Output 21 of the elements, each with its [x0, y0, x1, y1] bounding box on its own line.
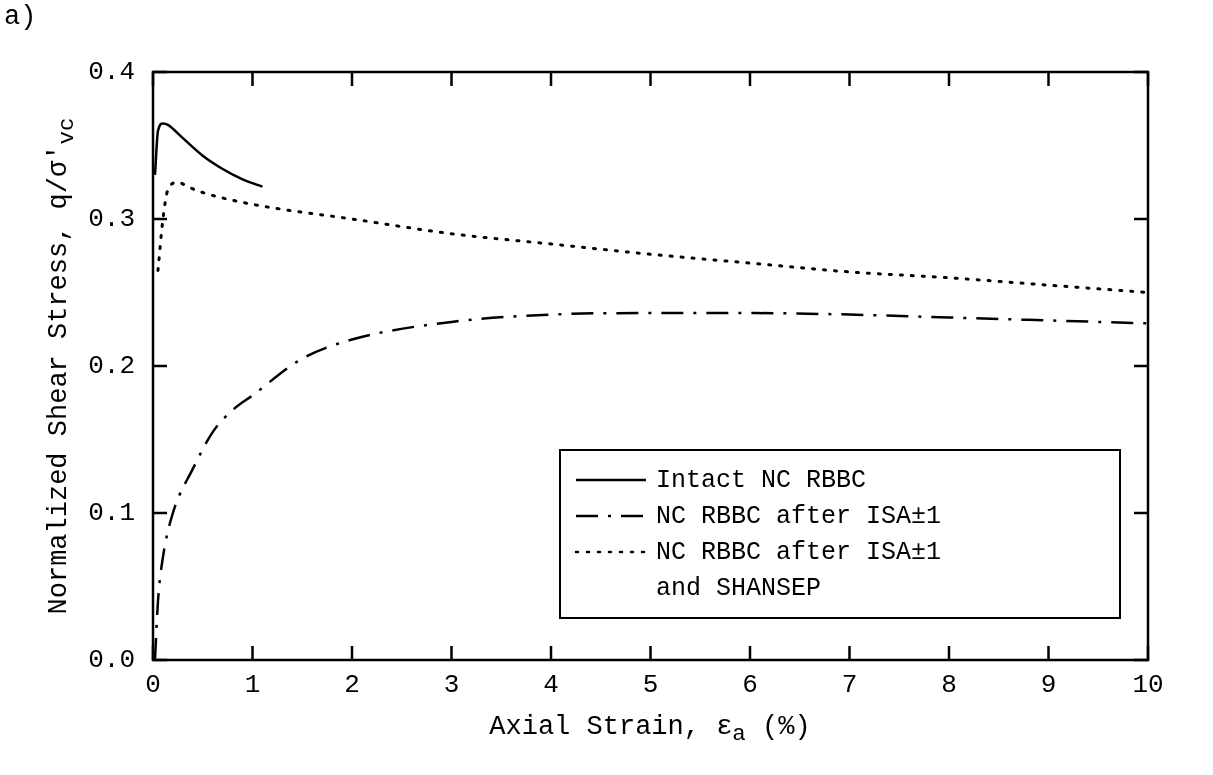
x-tick-label: 5: [642, 670, 659, 701]
chart-title: a): [4, 2, 37, 32]
x-tick-label: 6: [742, 670, 758, 701]
y-tick-label: 0.3: [88, 203, 135, 234]
x-tick-label: 2: [344, 670, 360, 701]
legend-label: NC RBBC after ISA±1 and SHANSEP: [656, 537, 942, 603]
x-tick-label: 10: [1132, 670, 1164, 701]
x-tick-label: 3: [443, 670, 460, 701]
x-tick-label: 4: [543, 670, 559, 701]
y-tick-label: 0.2: [88, 350, 135, 381]
x-tick-label: 9: [1040, 670, 1057, 701]
y-tick-label: 0.1: [88, 497, 135, 528]
legend-label: Intact NC RBBC: [656, 465, 867, 495]
x-tick-label: 7: [841, 670, 858, 701]
x-tick-label: 8: [941, 670, 957, 701]
x-tick-label: 1: [244, 670, 261, 701]
y-tick-label: 0.0: [88, 644, 135, 675]
x-axis-title: Axial Strain, ε$_{a}$ (%): [489, 712, 811, 748]
legend-label: NC RBBC after ISA±1: [656, 501, 942, 531]
x-tick-label: 0: [145, 670, 161, 701]
y-tick-label: 0.4: [88, 56, 135, 87]
